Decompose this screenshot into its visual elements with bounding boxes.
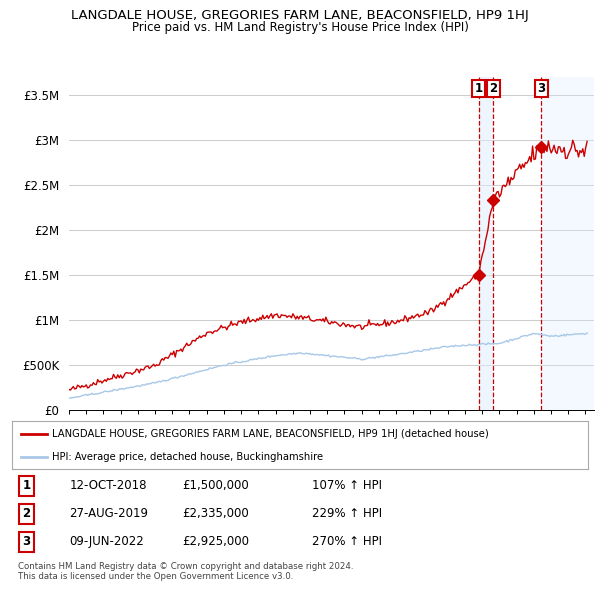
Text: 107% ↑ HPI: 107% ↑ HPI <box>311 480 382 493</box>
Text: 3: 3 <box>537 82 545 95</box>
Text: £2,335,000: £2,335,000 <box>182 507 248 520</box>
Text: 3: 3 <box>22 535 31 548</box>
Text: 1: 1 <box>475 82 482 95</box>
Text: LANGDALE HOUSE, GREGORIES FARM LANE, BEACONSFIELD, HP9 1HJ (detached house): LANGDALE HOUSE, GREGORIES FARM LANE, BEA… <box>52 429 489 439</box>
Text: 12-OCT-2018: 12-OCT-2018 <box>70 480 147 493</box>
Text: Contains HM Land Registry data © Crown copyright and database right 2024.
This d: Contains HM Land Registry data © Crown c… <box>18 562 353 581</box>
Text: 09-JUN-2022: 09-JUN-2022 <box>70 535 145 548</box>
Bar <box>541 77 594 410</box>
Text: 27-AUG-2019: 27-AUG-2019 <box>70 507 149 520</box>
Text: 2: 2 <box>22 507 31 520</box>
Text: 1: 1 <box>22 480 31 493</box>
Text: £2,925,000: £2,925,000 <box>182 535 249 548</box>
Text: 270% ↑ HPI: 270% ↑ HPI <box>311 535 382 548</box>
Text: LANGDALE HOUSE, GREGORIES FARM LANE, BEACONSFIELD, HP9 1HJ: LANGDALE HOUSE, GREGORIES FARM LANE, BEA… <box>71 9 529 22</box>
Text: £1,500,000: £1,500,000 <box>182 480 248 493</box>
Bar <box>479 77 493 410</box>
Text: Price paid vs. HM Land Registry's House Price Index (HPI): Price paid vs. HM Land Registry's House … <box>131 21 469 34</box>
Text: 2: 2 <box>490 82 497 95</box>
Text: HPI: Average price, detached house, Buckinghamshire: HPI: Average price, detached house, Buck… <box>52 452 323 462</box>
Text: 229% ↑ HPI: 229% ↑ HPI <box>311 507 382 520</box>
